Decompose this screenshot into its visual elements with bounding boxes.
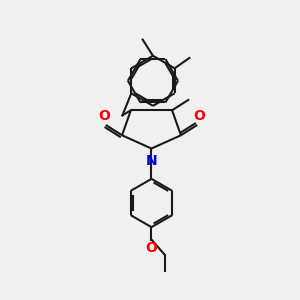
Text: O: O <box>146 241 158 255</box>
Text: O: O <box>193 109 205 123</box>
Text: N: N <box>146 154 157 168</box>
Text: O: O <box>98 109 110 123</box>
